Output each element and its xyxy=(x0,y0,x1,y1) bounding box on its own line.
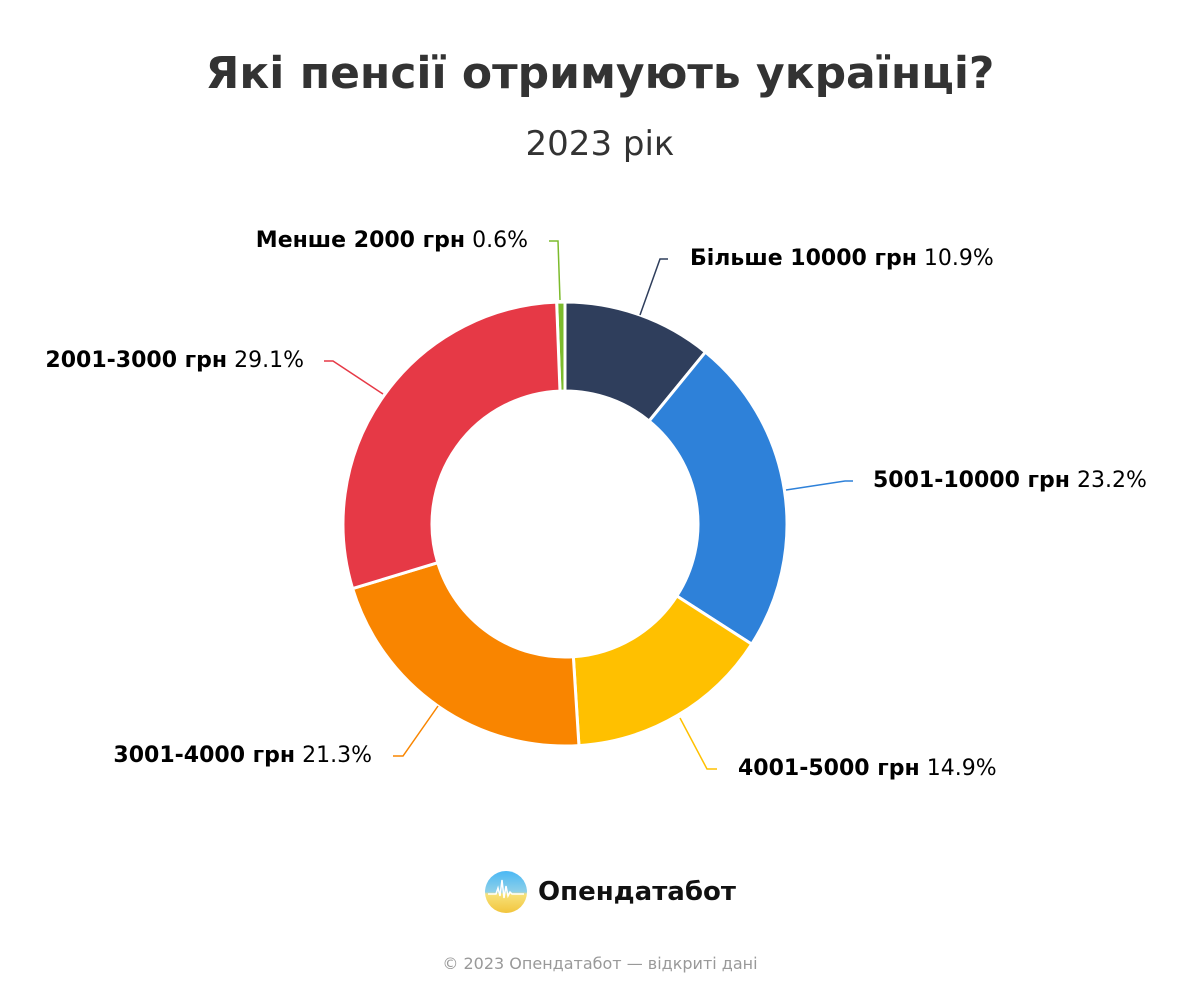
leader-line-1 xyxy=(639,258,668,316)
footer-copyright: © 2023 Опендатабот — відкриті дані xyxy=(442,954,758,973)
brand-name: Опендатабот xyxy=(538,877,736,907)
leader-line-5 xyxy=(324,360,384,395)
slice-label-4: 3001-4000 грн 21.3% xyxy=(113,743,372,768)
slice-label-0: Менше 2000 грн 0.6% xyxy=(255,228,528,253)
slice-label-1: Більше 10000 грн 10.9% xyxy=(690,246,994,271)
opendatabot-logo-icon xyxy=(485,871,527,913)
chart-subtitle: 2023 рік xyxy=(525,124,675,164)
leader-line-4 xyxy=(393,705,439,757)
slice-label-5: 2001-3000 грн 29.1% xyxy=(45,348,304,373)
leader-line-3 xyxy=(679,717,717,770)
donut-slice-5 xyxy=(341,300,562,591)
donut-slice-4 xyxy=(351,561,581,748)
leader-line-2 xyxy=(785,480,853,491)
slice-label-3: 4001-5000 грн 14.9% xyxy=(738,756,997,781)
brand-logo: Опендатабот xyxy=(484,870,736,914)
slice-label-2: 5001-10000 грн 23.2% xyxy=(873,468,1147,493)
leader-line-0 xyxy=(549,240,561,301)
donut-slice-2 xyxy=(647,350,789,646)
chart-title: Які пенсії отримують українці? xyxy=(205,48,995,99)
